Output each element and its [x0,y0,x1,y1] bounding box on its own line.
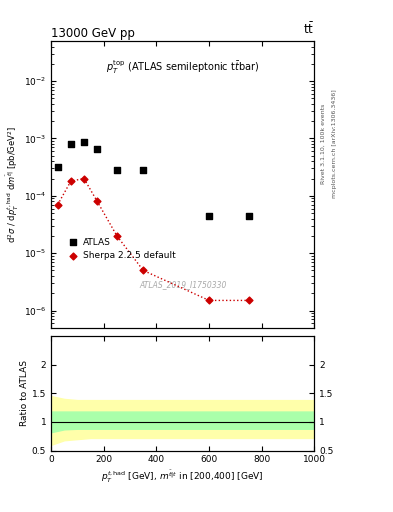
Sherpa 2.2.5 default [140,266,147,274]
Sherpa 2.2.5 default [55,201,61,209]
Sherpa 2.2.5 default [94,197,100,205]
ATLAS [81,138,87,146]
Sherpa 2.2.5 default [81,175,87,183]
ATLAS [94,145,100,153]
Text: 13000 GeV pp: 13000 GeV pp [51,27,135,40]
Y-axis label: d$^2\sigma$ / d$p_T^{t,\mathrm{had}}$ d$m^{\bar{t}|}$ [pb/GeV$^2$]: d$^2\sigma$ / d$p_T^{t,\mathrm{had}}$ d$… [5,126,21,243]
Text: t$\bar{\mathrm{t}}$: t$\bar{\mathrm{t}}$ [303,21,314,37]
Text: ATLAS_2019_I1750330: ATLAS_2019_I1750330 [139,280,226,289]
Legend: ATLAS, Sherpa 2.2.5 default: ATLAS, Sherpa 2.2.5 default [66,238,176,260]
Sherpa 2.2.5 default [68,177,74,185]
ATLAS [55,163,61,171]
Text: mcplots.cern.ch [arXiv:1306.3436]: mcplots.cern.ch [arXiv:1306.3436] [332,89,337,198]
Text: Rivet 3.1.10, 100k events: Rivet 3.1.10, 100k events [320,103,325,183]
ATLAS [68,140,74,148]
Y-axis label: Ratio to ATLAS: Ratio to ATLAS [20,360,29,426]
ATLAS [246,211,252,220]
ATLAS [206,211,212,220]
ATLAS [140,166,147,174]
Sherpa 2.2.5 default [114,232,120,240]
X-axis label: $p_T^{t,\mathrm{had}}$ [GeV], $m^{\bar{t}|t}$ in [200,400] [GeV]: $p_T^{t,\mathrm{had}}$ [GeV], $m^{\bar{t… [101,468,264,485]
Sherpa 2.2.5 default [246,296,252,305]
ATLAS [114,166,120,174]
Sherpa 2.2.5 default [206,296,212,305]
Text: $p_T^{\mathrm{top}}$ (ATLAS semileptonic t$\bar{t}$bar): $p_T^{\mathrm{top}}$ (ATLAS semileptonic… [106,58,259,76]
